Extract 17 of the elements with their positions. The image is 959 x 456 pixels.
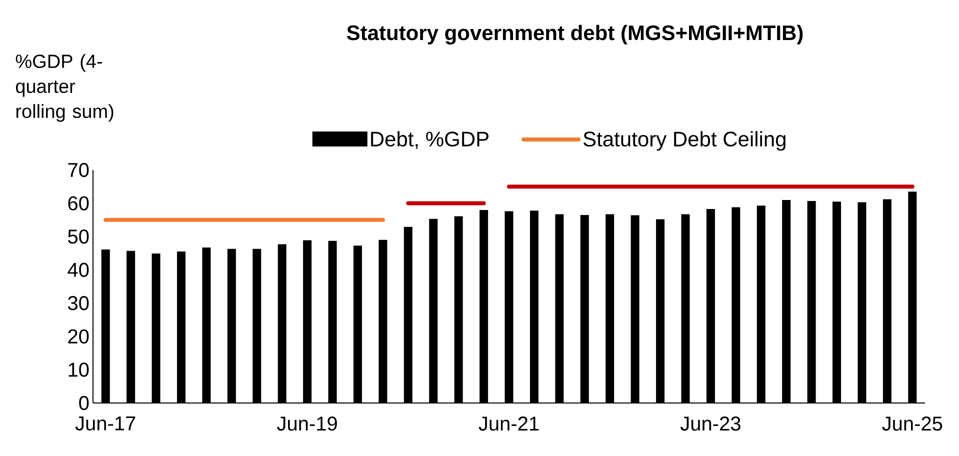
y-tick-label: 20 xyxy=(68,329,89,344)
legend-label: Debt, %GDP xyxy=(371,131,488,150)
x-tick-label: Jun-17 xyxy=(75,416,136,430)
legend-label: Statutory Debt Ceiling xyxy=(584,131,786,151)
x-tick-label: Jun-19 xyxy=(277,416,337,431)
chart-title: Statutory government debt (MGS+MGII+MTIB) xyxy=(346,24,803,45)
x-tick-label: Jun-23 xyxy=(680,416,740,431)
y-tick-label: 10 xyxy=(68,362,89,377)
x-tick-label: Jun-25 xyxy=(882,416,942,431)
y-tick-label: 0 xyxy=(79,396,89,410)
y-tick-label: 60 xyxy=(68,196,89,210)
x-tick-label: Jun-21 xyxy=(478,416,539,431)
y-tick-label: 40 xyxy=(68,262,89,277)
y-tick-label: 70 xyxy=(68,162,89,178)
y-tick-label: 50 xyxy=(68,229,89,244)
y-tick-label: 30 xyxy=(68,296,89,310)
y-axis-title: %GDP (4-quarter rolling sum) xyxy=(16,54,114,122)
